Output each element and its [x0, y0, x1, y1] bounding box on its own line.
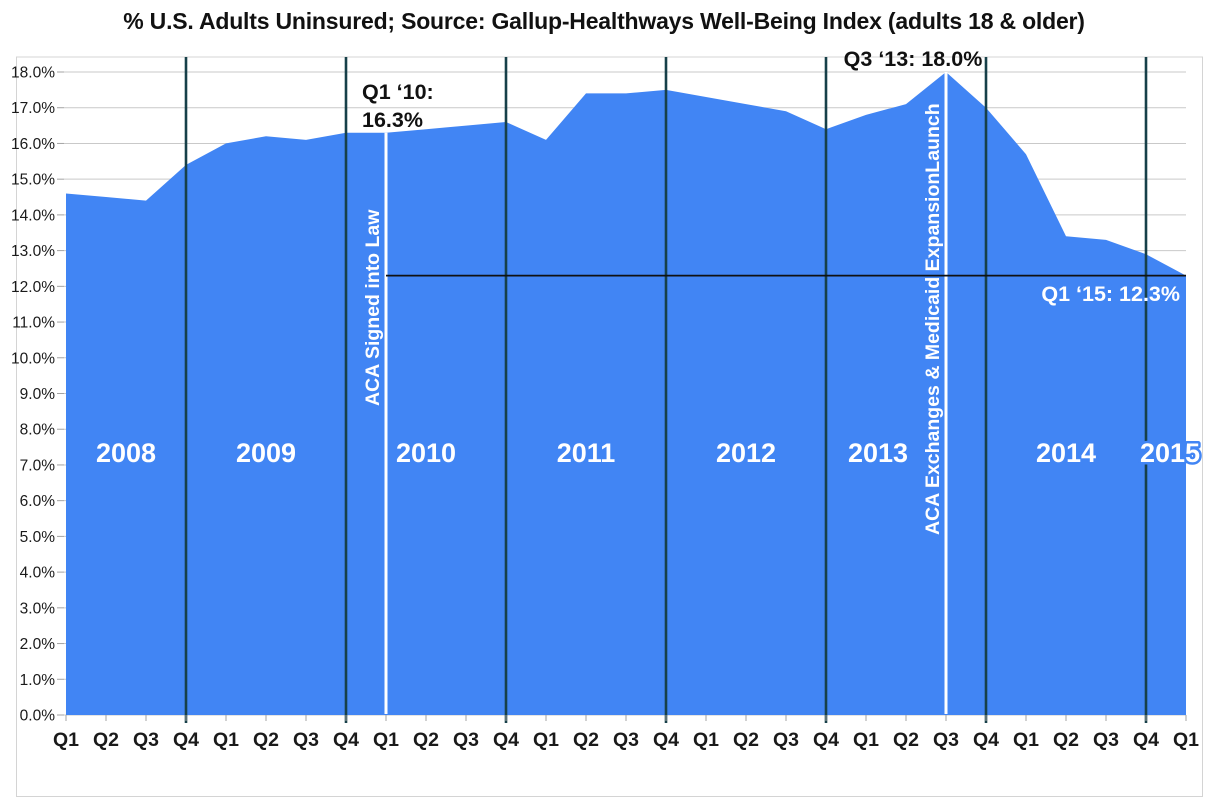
y-axis-label: 17.0%	[11, 100, 55, 117]
y-axis-label: 16.0%	[11, 136, 55, 153]
chart-title: % U.S. Adults Uninsured; Source: Gallup-…	[123, 8, 1085, 34]
y-axis-label: 12.0%	[11, 279, 55, 296]
x-axis-label: Q4	[653, 729, 679, 751]
annotation-q1-10: 16.3%	[362, 108, 423, 132]
x-axis-label: Q4	[973, 729, 999, 751]
year-label: 2008	[96, 438, 156, 468]
x-axis-label: Q1	[373, 729, 399, 751]
event-line-label: ACA Exchanges & Medicaid ExpansionLaunch	[922, 103, 944, 535]
y-axis-label: 3.0%	[20, 600, 56, 617]
y-axis-label: 1.0%	[20, 672, 56, 689]
x-axis-label: Q2	[413, 729, 439, 751]
year-label: 2009	[236, 438, 296, 468]
y-axis-label: 14.0%	[11, 207, 55, 224]
x-axis-label: Q1	[1173, 729, 1199, 751]
x-axis-label: Q4	[1133, 729, 1159, 751]
x-axis-label: Q2	[893, 729, 919, 751]
y-axis-label: 13.0%	[11, 243, 55, 260]
y-axis-label: 2.0%	[20, 636, 56, 653]
y-axis-label: 6.0%	[20, 493, 56, 510]
y-axis-label: 7.0%	[20, 457, 56, 474]
year-label: 2010	[396, 438, 456, 468]
x-axis-label: Q1	[53, 729, 79, 751]
year-label: 2014	[1036, 438, 1096, 468]
x-axis-label: Q2	[1053, 729, 1079, 751]
year-label: 2011	[557, 438, 616, 468]
year-label: 2012	[716, 438, 776, 468]
x-axis-label: Q3	[293, 729, 319, 751]
annotation-q1-15: Q1 ‘15: 12.3%	[1041, 282, 1180, 306]
y-axis-label: 10.0%	[11, 350, 55, 367]
year-label: 2013	[848, 438, 908, 468]
y-axis-label: 15.0%	[11, 172, 55, 189]
x-axis-label: Q3	[933, 729, 959, 751]
year-label: 2015	[1140, 438, 1200, 468]
x-axis-label: Q3	[773, 729, 799, 751]
y-axis-label: 11.0%	[12, 315, 55, 332]
annotation-q1-10: Q1 ‘10:	[362, 80, 434, 104]
x-axis-label: Q1	[853, 729, 879, 751]
x-axis-label: Q1	[213, 729, 239, 751]
x-axis-label: Q2	[733, 729, 759, 751]
x-axis-label: Q3	[613, 729, 639, 751]
uninsured-area-series	[66, 72, 1186, 715]
x-axis-label: Q1	[693, 729, 719, 751]
event-line-label: ACA Signed into Law	[362, 209, 384, 406]
x-axis-label: Q2	[253, 729, 279, 751]
x-axis-label: Q2	[93, 729, 119, 751]
x-axis-label: Q3	[1093, 729, 1119, 751]
x-axis-label: Q4	[813, 729, 839, 751]
x-axis-label: Q3	[453, 729, 479, 751]
x-axis-label: Q4	[493, 729, 519, 751]
x-axis-label: Q3	[133, 729, 159, 751]
x-axis-label: Q4	[173, 729, 199, 751]
x-axis-label: Q2	[573, 729, 599, 751]
chart-border	[16, 56, 1203, 797]
x-axis-label: Q1	[1013, 729, 1039, 751]
y-axis-label: 0.0%	[20, 708, 56, 725]
y-axis-label: 9.0%	[20, 386, 56, 403]
annotation-q3-13: Q3 ‘13: 18.0%	[844, 47, 983, 71]
y-axis-label: 4.0%	[20, 565, 56, 582]
y-axis-label: 5.0%	[20, 529, 56, 546]
x-axis-label: Q4	[333, 729, 359, 751]
y-axis-label: 18.0%	[11, 65, 55, 82]
y-axis-label: 8.0%	[20, 422, 56, 439]
x-axis-label: Q1	[533, 729, 559, 751]
